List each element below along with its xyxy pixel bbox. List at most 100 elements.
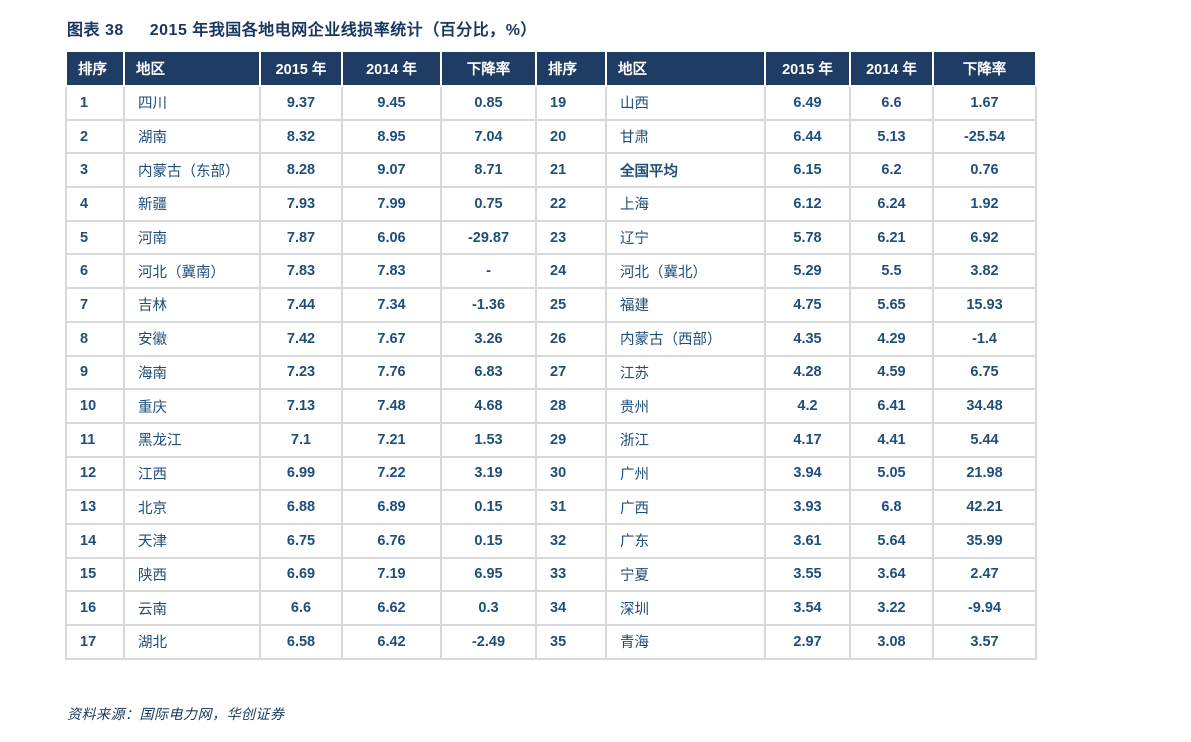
rank-cell: 9 [65,354,125,391]
rank-cell: 26 [535,320,607,357]
region-cell: 辽宁 [605,219,766,256]
table-row: 10 重庆 7.13 7.48 4.68 28 贵州 4.2 6.41 34.48 [65,388,1037,424]
rank-cell: 19 [535,85,607,121]
rank-cell: 30 [535,455,607,492]
line-loss-rate-table: 排序 地区 2015 年 2014 年 下降率 排序 地区 2015 年 201… [65,50,1037,660]
y2015-cell: 7.83 [259,253,343,290]
col-header-region-right: 地区 [605,50,766,87]
decline-cell: -29.87 [440,219,537,256]
decline-cell: 15.93 [932,287,1037,323]
table-row: 16 云南 6.6 6.62 0.3 34 深圳 3.54 3.22 -9.94 [65,590,1037,626]
table-row: 9 海南 7.23 7.76 6.83 27 江苏 4.28 4.59 6.75 [65,354,1037,391]
y2015-cell: 6.6 [259,590,343,626]
rank-cell: 21 [535,152,607,189]
rank-cell: 16 [65,590,125,626]
region-cell: 河南 [123,219,261,256]
y2014-cell: 3.22 [849,590,934,626]
table-row: 12 江西 6.99 7.22 3.19 30 广州 3.94 5.05 21.98 [65,455,1037,492]
y2015-cell: 3.94 [764,455,851,492]
col-header-2014-left: 2014 年 [341,50,442,87]
rank-cell: 6 [65,253,125,290]
table-row: 1 四川 9.37 9.45 0.85 19 山西 6.49 6.6 1.67 [65,85,1037,121]
table-row: 8 安徽 7.42 7.67 3.26 26 内蒙古（西部） 4.35 4.29 -1.4 [65,320,1037,357]
rank-cell: 8 [65,320,125,357]
col-header-decline-left: 下降率 [440,50,537,87]
y2014-cell: 4.59 [849,354,934,391]
region-cell: 湖北 [123,624,261,660]
region-cell: 全国平均 [605,152,766,189]
y2015-cell: 7.87 [259,219,343,256]
y2014-cell: 7.19 [341,556,442,593]
rank-cell: 32 [535,522,607,559]
rank-cell: 24 [535,253,607,290]
rank-cell: 7 [65,287,125,323]
decline-cell: 0.85 [440,85,537,121]
table-header: 排序 地区 2015 年 2014 年 下降率 排序 地区 2015 年 201… [65,50,1037,87]
y2015-cell: 4.35 [764,320,851,357]
region-cell: 贵州 [605,388,766,424]
y2015-cell: 2.97 [764,624,851,660]
y2015-cell: 7.13 [259,388,343,424]
rank-cell: 10 [65,388,125,424]
table-row: 4 新疆 7.93 7.99 0.75 22 上海 6.12 6.24 1.92 [65,186,1037,222]
decline-cell: 4.68 [440,388,537,424]
rank-cell: 11 [65,421,125,458]
region-cell: 青海 [605,624,766,660]
rank-cell: 13 [65,489,125,525]
region-cell: 浙江 [605,421,766,458]
y2015-cell: 3.55 [764,556,851,593]
y2014-cell: 6.06 [341,219,442,256]
y2015-cell: 7.93 [259,186,343,222]
y2015-cell: 5.29 [764,253,851,290]
y2014-cell: 4.29 [849,320,934,357]
decline-cell: 1.53 [440,421,537,458]
y2015-cell: 6.49 [764,85,851,121]
table-body: 1 四川 9.37 9.45 0.85 19 山西 6.49 6.6 1.67 2 湖南 8.32 8.9… [65,85,1037,660]
region-cell: 福建 [605,287,766,323]
region-cell: 四川 [123,85,261,121]
decline-cell: 0.15 [440,489,537,525]
figure-title: 图表 38 2015 年我国各地电网企业线损率统计（百分比，%） [67,16,537,40]
y2014-cell: 6.42 [341,624,442,660]
y2014-cell: 6.6 [849,85,934,121]
y2014-cell: 6.24 [849,186,934,222]
decline-cell: 6.75 [932,354,1037,391]
rank-cell: 23 [535,219,607,256]
y2014-cell: 7.99 [341,186,442,222]
rank-cell: 34 [535,590,607,626]
table-row: 17 湖北 6.58 6.42 -2.49 35 青海 2.97 3.08 3.57 [65,624,1037,660]
table-row: 7 吉林 7.44 7.34 -1.36 25 福建 4.75 5.65 15.93 [65,287,1037,323]
y2014-cell: 6.41 [849,388,934,424]
rank-cell: 5 [65,219,125,256]
decline-cell: 0.75 [440,186,537,222]
figure-number-label: 图表 38 [67,22,124,39]
y2014-cell: 9.07 [341,152,442,189]
y2014-cell: 9.45 [341,85,442,121]
decline-cell: -25.54 [932,118,1037,155]
y2015-cell: 7.1 [259,421,343,458]
data-source: 资料来源：国际电力网，华创证券 [67,706,285,722]
y2015-cell: 6.99 [259,455,343,492]
decline-cell: 2.47 [932,556,1037,593]
header-row: 排序 地区 2015 年 2014 年 下降率 排序 地区 2015 年 201… [65,50,1037,87]
y2014-cell: 6.89 [341,489,442,525]
region-cell: 湖南 [123,118,261,155]
decline-cell: 3.82 [932,253,1037,290]
region-cell: 云南 [123,590,261,626]
rank-cell: 12 [65,455,125,492]
col-header-2015-left: 2015 年 [259,50,343,87]
y2015-cell: 6.12 [764,186,851,222]
decline-cell: 3.19 [440,455,537,492]
rank-cell: 25 [535,287,607,323]
y2015-cell: 4.2 [764,388,851,424]
y2014-cell: 3.08 [849,624,934,660]
y2014-cell: 7.67 [341,320,442,357]
rank-cell: 28 [535,388,607,424]
y2014-cell: 6.76 [341,522,442,559]
figure-caption: 2015 年我国各地电网企业线损率统计（百分比，%） [149,22,538,39]
col-header-rank-right: 排序 [535,50,607,87]
col-header-rank-left: 排序 [65,50,125,87]
region-cell: 内蒙古（西部） [605,320,766,357]
rank-cell: 4 [65,186,125,222]
region-cell: 宁夏 [605,556,766,593]
